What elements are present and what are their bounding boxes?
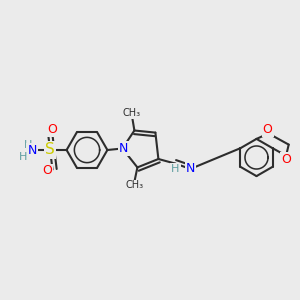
Text: N: N bbox=[186, 162, 195, 175]
Text: H: H bbox=[19, 152, 27, 162]
Text: O: O bbox=[47, 122, 57, 136]
Text: O: O bbox=[281, 153, 291, 166]
Text: N: N bbox=[27, 143, 37, 157]
Text: S: S bbox=[45, 142, 55, 158]
Text: O: O bbox=[263, 123, 272, 136]
Text: O: O bbox=[42, 164, 52, 178]
Text: CH₃: CH₃ bbox=[123, 108, 141, 118]
Text: N: N bbox=[119, 142, 129, 155]
Text: H: H bbox=[171, 164, 180, 174]
Text: CH₃: CH₃ bbox=[125, 180, 143, 190]
Text: H: H bbox=[23, 140, 32, 150]
